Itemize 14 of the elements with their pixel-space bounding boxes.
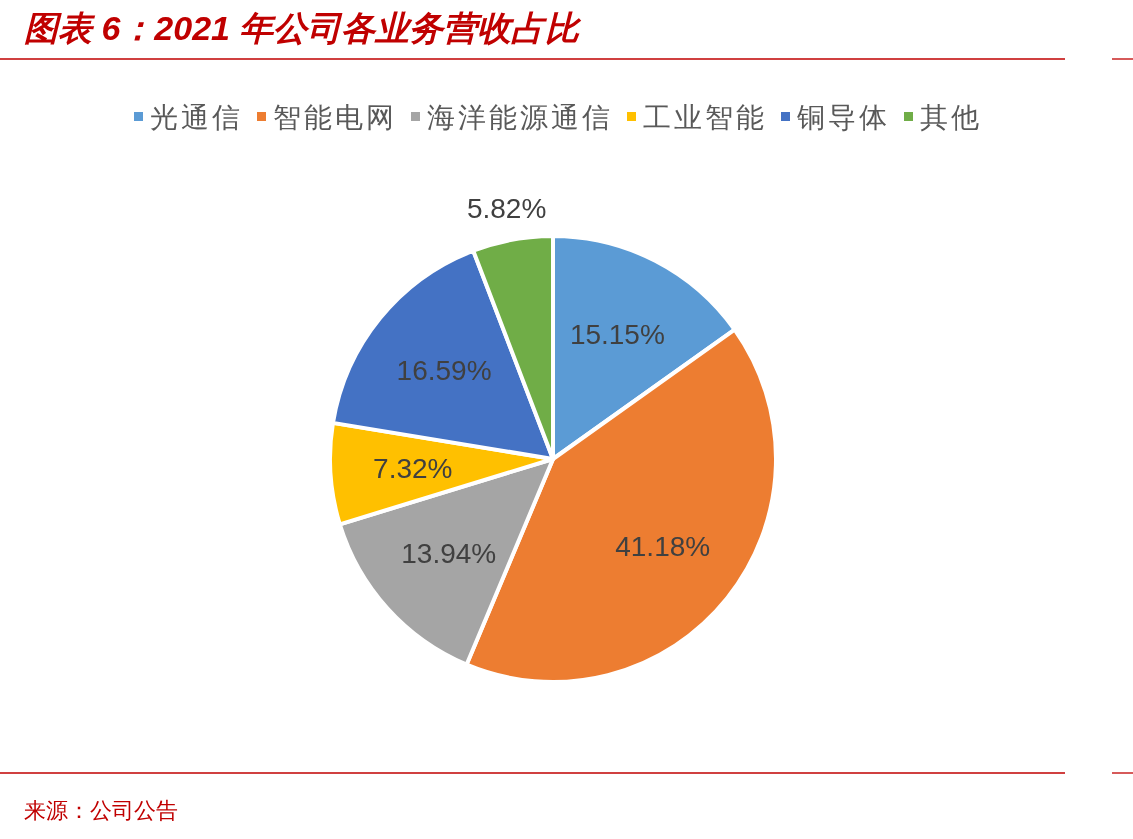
legend-label: 铜导体 <box>796 101 890 133</box>
data-label: 15.15% <box>569 318 665 350</box>
data-label: 7.32% <box>373 452 453 484</box>
data-label: 16.59% <box>396 354 492 386</box>
data-label: 5.82% <box>466 192 547 224</box>
legend-label: 工业智能 <box>643 101 767 133</box>
source-note: 来源：公司公告 <box>24 798 178 823</box>
data-label: 13.94% <box>401 537 497 569</box>
legend-label: 光通信 <box>150 101 243 133</box>
legend-label: 海洋能源通信 <box>427 101 613 133</box>
legend-label: 其他 <box>920 101 982 133</box>
chart-title: 图表 6：2021 年公司各业务营收占比 <box>24 9 583 47</box>
legend-label: 智能电网 <box>273 101 397 133</box>
data-label: 41.18% <box>615 531 711 563</box>
